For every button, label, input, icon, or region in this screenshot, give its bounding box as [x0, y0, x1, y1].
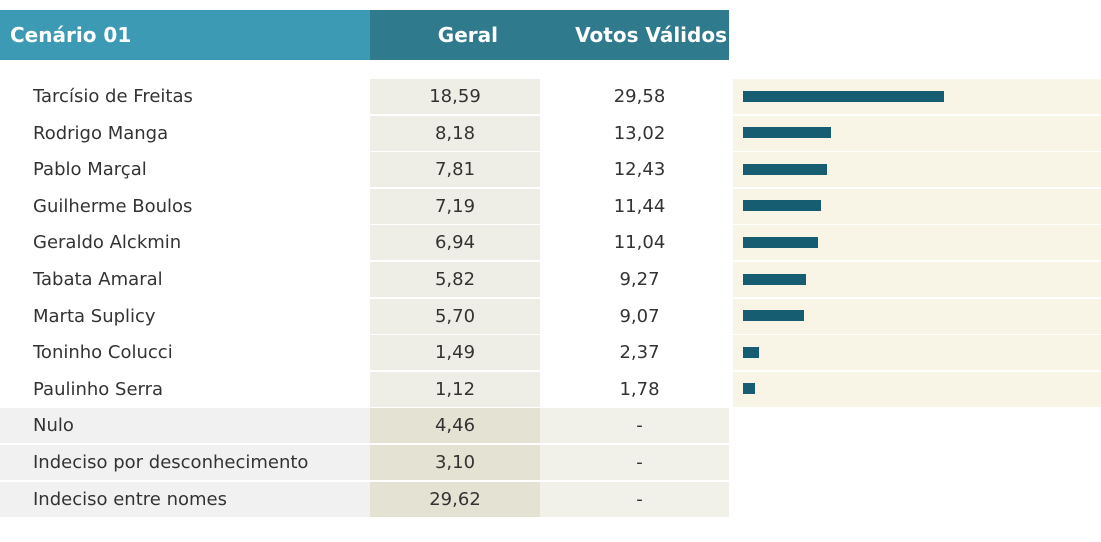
- geral-cell: 5,70: [370, 298, 540, 334]
- bar: [743, 236, 818, 248]
- bar-cell: [733, 335, 1101, 371]
- row-name: Rodrigo Manga: [0, 115, 370, 151]
- geral-cell: 1,49: [370, 335, 540, 371]
- validos-cell: 1,78: [540, 371, 729, 407]
- validos-cell: 9,27: [540, 262, 729, 297]
- geral-cell: 1,12: [370, 371, 540, 407]
- geral-cell: 4,46: [370, 408, 540, 444]
- row-name: Nulo: [0, 408, 370, 444]
- geral-cell: 6,94: [370, 225, 540, 261]
- validos-cell: -: [540, 445, 729, 480]
- header-title: Cenário 01: [0, 10, 370, 60]
- bar: [743, 346, 760, 358]
- bar-cell: [733, 371, 1101, 407]
- validos-cell: 11,44: [540, 188, 729, 224]
- row-name: Guilherme Boulos: [0, 188, 370, 224]
- row-name: Indeciso entre nomes: [0, 481, 370, 517]
- bar: [743, 310, 805, 322]
- validos-cell: 11,04: [540, 225, 729, 261]
- geral-cell: 18,59: [370, 79, 540, 114]
- row-name: Tabata Amaral: [0, 262, 370, 297]
- geral-cell: 8,18: [370, 115, 540, 151]
- header-column: Geral: [370, 10, 540, 60]
- bar: [743, 200, 821, 212]
- validos-cell: -: [540, 481, 729, 517]
- row-name: Marta Suplicy: [0, 298, 370, 334]
- bar: [743, 90, 944, 102]
- row-name: Toninho Colucci: [0, 335, 370, 371]
- row-name: Tarcísio de Freitas: [0, 79, 370, 114]
- geral-cell: 3,10: [370, 445, 540, 480]
- bar: [743, 163, 828, 175]
- geral-cell: 5,82: [370, 262, 540, 297]
- geral-cell: 7,81: [370, 152, 540, 188]
- validos-cell: 13,02: [540, 115, 729, 151]
- validos-cell: 12,43: [540, 152, 729, 188]
- row-name: Geraldo Alckmin: [0, 225, 370, 261]
- geral-cell: 7,19: [370, 188, 540, 224]
- bar: [743, 127, 832, 139]
- geral-cell: 29,62: [370, 481, 540, 517]
- row-name: Pablo Marçal: [0, 152, 370, 188]
- validos-cell: 29,58: [540, 79, 729, 114]
- validos-cell: 2,37: [540, 335, 729, 371]
- header-column: Votos Válidos: [540, 10, 729, 60]
- row-name: Indeciso por desconhecimento: [0, 445, 370, 480]
- row-name: Paulinho Serra: [0, 371, 370, 407]
- bar: [743, 383, 756, 395]
- validos-cell: 9,07: [540, 298, 729, 334]
- bar: [743, 273, 806, 285]
- validos-cell: -: [540, 408, 729, 444]
